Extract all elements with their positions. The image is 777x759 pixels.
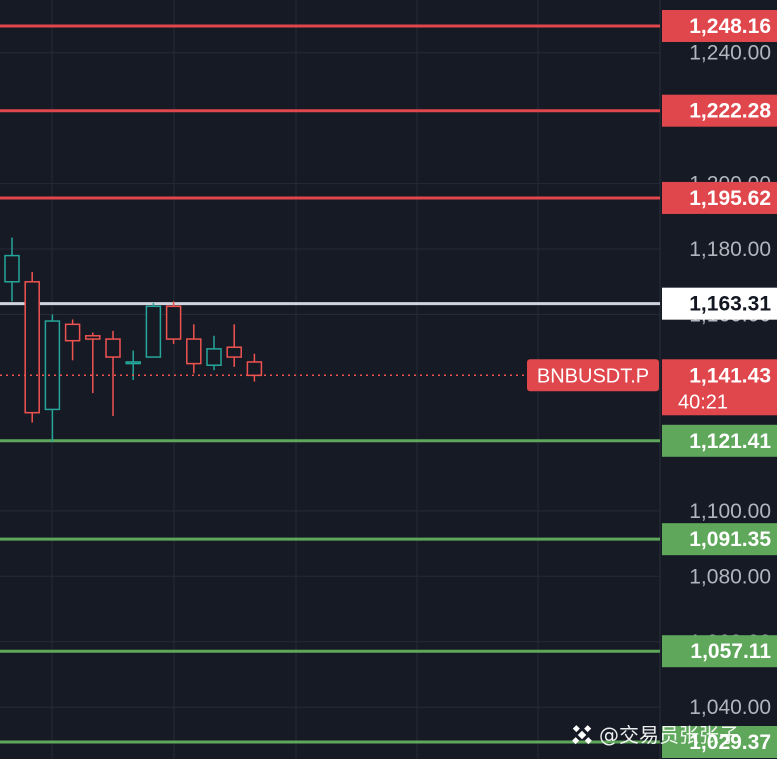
axis-tick-label: 1,080.00 (689, 565, 771, 588)
level-tag (662, 635, 777, 668)
candle[interactable] (4, 237, 20, 302)
candle[interactable] (186, 324, 202, 374)
candle-body (24, 281, 40, 414)
level-tag-label: 1,163.31 (689, 293, 771, 316)
vertical-gridlines (51, 0, 539, 759)
level-tag-label: 1,248.16 (689, 15, 771, 38)
candle[interactable] (64, 319, 81, 361)
candle-body (125, 361, 141, 365)
level-tag (662, 181, 777, 214)
level-tag (662, 424, 777, 457)
candle-body (165, 305, 182, 340)
level-tag (662, 523, 777, 556)
candle[interactable] (246, 353, 263, 382)
candle[interactable] (226, 324, 242, 367)
symbol-tag (527, 359, 659, 392)
candle[interactable] (165, 301, 182, 344)
watermark-text: @交易员张张子 (599, 723, 739, 747)
candle-body (85, 335, 101, 340)
axis-tick-label: 1,040.00 (689, 696, 771, 719)
last-price-label: 1,141.43 (689, 364, 771, 387)
symbol-label: BNBUSDT.P (537, 365, 649, 387)
candle[interactable] (85, 332, 101, 394)
level-tag-label: 1,091.35 (689, 528, 771, 551)
level-tag-label: 1,195.62 (689, 187, 771, 210)
level-tag (662, 726, 777, 758)
axis-tick-label: 1,240.00 (689, 42, 771, 65)
price-level-tags: 1,248.16 1,222.28 1,195.62 1,163.31 1,121.41… (662, 10, 777, 758)
horizontal-gridlines (0, 52, 660, 708)
candle[interactable] (24, 271, 40, 423)
watermark: @交易员张张子 (572, 723, 739, 747)
level-tag (662, 287, 777, 320)
level-tag-label: 1,057.11 (690, 640, 771, 663)
candle-body (105, 338, 121, 358)
last-price-marker: BNBUSDT.P 1,141.43 40:21 (0, 359, 777, 416)
horizontal-level-lines[interactable] (0, 24, 660, 744)
bar-countdown: 40:21 (678, 391, 728, 413)
axis-tick-label: 1,180.00 (689, 238, 771, 261)
candle-body (4, 254, 20, 283)
candle-body (145, 305, 162, 358)
level-tag (662, 94, 777, 127)
candle[interactable] (44, 314, 61, 443)
candle-body (44, 320, 61, 411)
candle-body (226, 346, 242, 358)
candle-body (246, 361, 263, 377)
candlesticks[interactable] (4, 237, 263, 443)
axis-tick-label: 1,100.00 (689, 500, 771, 523)
level-tag-label: 1,121.41 (689, 430, 771, 453)
candle-body (186, 338, 202, 365)
last-price-tag (662, 359, 777, 416)
candle-body (64, 323, 81, 342)
level-tag-label: 1,222.28 (689, 100, 771, 123)
candle[interactable] (206, 335, 222, 371)
candle[interactable] (105, 330, 121, 416)
level-tag (662, 10, 777, 42)
candle[interactable] (145, 303, 162, 358)
level-tag-label: 1,029.37 (689, 731, 771, 754)
candle-body (206, 348, 222, 366)
